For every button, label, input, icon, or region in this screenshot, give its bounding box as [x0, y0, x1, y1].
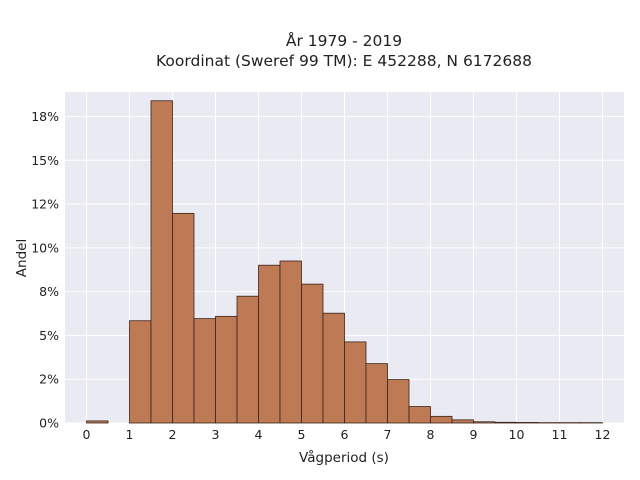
y-axis-ticks: 0% 2% 5% 8% 10% 12% 15% 18%	[31, 109, 59, 430]
bar-14	[408, 406, 431, 424]
bar-10	[322, 312, 345, 424]
y-tick-label-7: 18%	[31, 109, 59, 124]
y-tick-label-2: 5%	[39, 328, 59, 343]
x-tick-label-9: 9	[470, 427, 478, 442]
bar-15	[430, 415, 453, 424]
x-tick-label-12: 12	[595, 427, 611, 442]
y-tick-label-1: 2%	[39, 372, 59, 387]
bar-1	[129, 320, 152, 424]
y-tick-label-4: 10%	[31, 240, 59, 255]
x-tick-label-2: 2	[169, 427, 177, 442]
x-tick-label-3: 3	[212, 427, 220, 442]
y-tick-label-6: 15%	[31, 153, 59, 168]
bar-13	[387, 379, 410, 424]
x-tick-label-10: 10	[509, 427, 525, 442]
bar-9	[301, 283, 324, 424]
bar-8	[279, 260, 302, 424]
x-tick-label-8: 8	[427, 427, 435, 442]
x-tick-label-1: 1	[126, 427, 134, 442]
bar-4	[193, 318, 216, 424]
bar-17	[473, 421, 496, 424]
x-tick-label-0: 0	[83, 427, 91, 442]
bar-7	[258, 264, 281, 424]
bar-11	[344, 341, 367, 424]
y-tick-label-0: 0%	[39, 416, 59, 431]
chart-title-line1: År 1979 - 2019	[286, 31, 402, 50]
x-tick-label-4: 4	[255, 427, 263, 442]
bar-6	[236, 295, 259, 424]
x-axis-label: Vågperiod (s)	[299, 449, 389, 466]
bars	[86, 100, 603, 424]
x-axis-ticks: 0 1 2 3 4 5 6 7 8 9 10 11 12	[83, 427, 611, 442]
bar-3	[172, 212, 195, 424]
x-tick-label-11: 11	[552, 427, 568, 442]
bar-16	[451, 419, 474, 424]
x-tick-label-7: 7	[384, 427, 392, 442]
bar-2	[150, 100, 173, 424]
chart-title-line2: Koordinat (Sweref 99 TM): E 452288, N 61…	[156, 52, 532, 70]
bar-0	[86, 420, 109, 424]
bar-5	[215, 315, 238, 424]
y-tick-label-5: 12%	[31, 197, 59, 212]
y-tick-label-3: 8%	[39, 284, 59, 299]
bar-19	[516, 422, 539, 424]
x-tick-label-6: 6	[341, 427, 349, 442]
y-axis-label: Andel	[14, 239, 30, 277]
bar-12	[365, 363, 388, 424]
bar-18	[494, 421, 517, 424]
x-tick-label-5: 5	[298, 427, 306, 442]
